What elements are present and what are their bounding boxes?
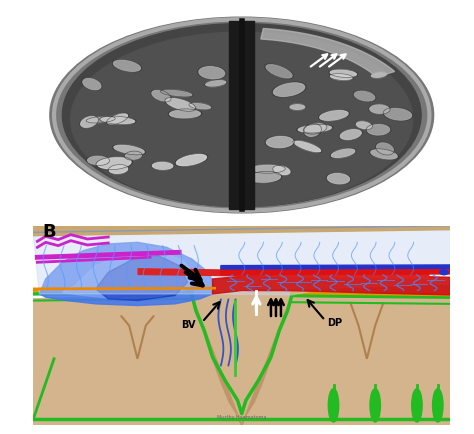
Ellipse shape bbox=[199, 66, 225, 79]
Ellipse shape bbox=[328, 389, 339, 422]
Ellipse shape bbox=[370, 389, 381, 422]
Ellipse shape bbox=[152, 162, 173, 170]
Ellipse shape bbox=[370, 105, 389, 114]
Ellipse shape bbox=[114, 145, 144, 155]
Ellipse shape bbox=[125, 151, 142, 160]
Ellipse shape bbox=[371, 72, 387, 78]
Ellipse shape bbox=[63, 23, 421, 207]
Polygon shape bbox=[221, 268, 450, 275]
Ellipse shape bbox=[340, 129, 361, 140]
Polygon shape bbox=[96, 256, 188, 300]
Polygon shape bbox=[261, 29, 395, 77]
Ellipse shape bbox=[440, 270, 448, 275]
Ellipse shape bbox=[298, 125, 331, 133]
Ellipse shape bbox=[249, 172, 280, 183]
Ellipse shape bbox=[384, 108, 411, 120]
Ellipse shape bbox=[251, 164, 283, 173]
Polygon shape bbox=[33, 226, 450, 295]
Ellipse shape bbox=[266, 64, 292, 78]
Ellipse shape bbox=[190, 103, 210, 109]
Text: Murthy Haematoma: Murthy Haematoma bbox=[217, 415, 266, 421]
Ellipse shape bbox=[305, 123, 326, 134]
Ellipse shape bbox=[83, 78, 101, 90]
Ellipse shape bbox=[290, 104, 305, 110]
Ellipse shape bbox=[81, 116, 98, 128]
Ellipse shape bbox=[328, 173, 350, 184]
Ellipse shape bbox=[354, 91, 375, 102]
Ellipse shape bbox=[71, 32, 413, 207]
Ellipse shape bbox=[433, 389, 443, 422]
Ellipse shape bbox=[109, 165, 128, 174]
Ellipse shape bbox=[376, 143, 393, 155]
Polygon shape bbox=[33, 226, 450, 236]
Polygon shape bbox=[33, 286, 450, 425]
Ellipse shape bbox=[320, 110, 348, 121]
Text: A: A bbox=[58, 16, 72, 34]
Ellipse shape bbox=[330, 69, 356, 77]
Ellipse shape bbox=[162, 90, 192, 97]
Text: B: B bbox=[42, 224, 56, 241]
Ellipse shape bbox=[367, 124, 390, 135]
Ellipse shape bbox=[412, 389, 422, 422]
Polygon shape bbox=[221, 265, 450, 269]
Polygon shape bbox=[63, 250, 196, 299]
Ellipse shape bbox=[98, 157, 131, 169]
Ellipse shape bbox=[170, 109, 201, 118]
Ellipse shape bbox=[331, 148, 355, 158]
Ellipse shape bbox=[356, 121, 372, 129]
Ellipse shape bbox=[371, 149, 397, 159]
Polygon shape bbox=[212, 276, 450, 295]
Polygon shape bbox=[191, 296, 292, 425]
Text: DP: DP bbox=[327, 318, 342, 328]
Ellipse shape bbox=[273, 82, 305, 97]
Ellipse shape bbox=[50, 17, 434, 213]
Polygon shape bbox=[39, 242, 215, 306]
Ellipse shape bbox=[330, 74, 352, 80]
Ellipse shape bbox=[88, 156, 109, 165]
Ellipse shape bbox=[294, 141, 320, 152]
Ellipse shape bbox=[176, 154, 206, 166]
Ellipse shape bbox=[266, 136, 293, 148]
Ellipse shape bbox=[108, 114, 128, 124]
Ellipse shape bbox=[113, 60, 140, 72]
Ellipse shape bbox=[166, 98, 194, 111]
Ellipse shape bbox=[206, 80, 226, 87]
Text: BV: BV bbox=[181, 320, 196, 330]
Ellipse shape bbox=[273, 166, 290, 175]
Ellipse shape bbox=[87, 117, 114, 123]
Ellipse shape bbox=[152, 90, 170, 102]
Ellipse shape bbox=[101, 117, 135, 124]
Ellipse shape bbox=[304, 124, 320, 137]
